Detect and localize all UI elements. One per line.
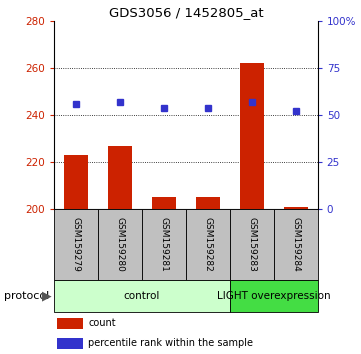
Text: control: control	[124, 291, 160, 301]
Text: protocol: protocol	[4, 291, 49, 301]
Bar	[186, 209, 230, 280]
Title: GDS3056 / 1452805_at: GDS3056 / 1452805_at	[109, 6, 263, 19]
Text: GSM159279: GSM159279	[71, 217, 81, 272]
Bar	[57, 338, 83, 349]
Bar	[64, 155, 88, 209]
Bar	[230, 209, 274, 280]
Bar	[98, 209, 142, 280]
Bar	[54, 209, 98, 280]
Text: LIGHT overexpression: LIGHT overexpression	[217, 291, 331, 301]
Text: GSM159282: GSM159282	[203, 217, 212, 272]
Bar	[108, 145, 132, 209]
Text: percentile rank within the sample: percentile rank within the sample	[88, 338, 253, 348]
Text: count: count	[88, 318, 116, 329]
Text: ▶: ▶	[42, 289, 51, 302]
Bar	[152, 197, 176, 209]
Bar	[240, 63, 264, 209]
Bar	[230, 280, 318, 312]
Bar	[57, 318, 83, 329]
Text: GSM159281: GSM159281	[160, 217, 169, 272]
Bar	[284, 206, 308, 209]
Text: GSM159283: GSM159283	[247, 217, 256, 272]
Bar	[142, 209, 186, 280]
Text: GSM159280: GSM159280	[116, 217, 125, 272]
Bar	[274, 209, 318, 280]
Bar	[196, 197, 220, 209]
Bar	[54, 280, 230, 312]
Text: GSM159284: GSM159284	[291, 217, 300, 272]
